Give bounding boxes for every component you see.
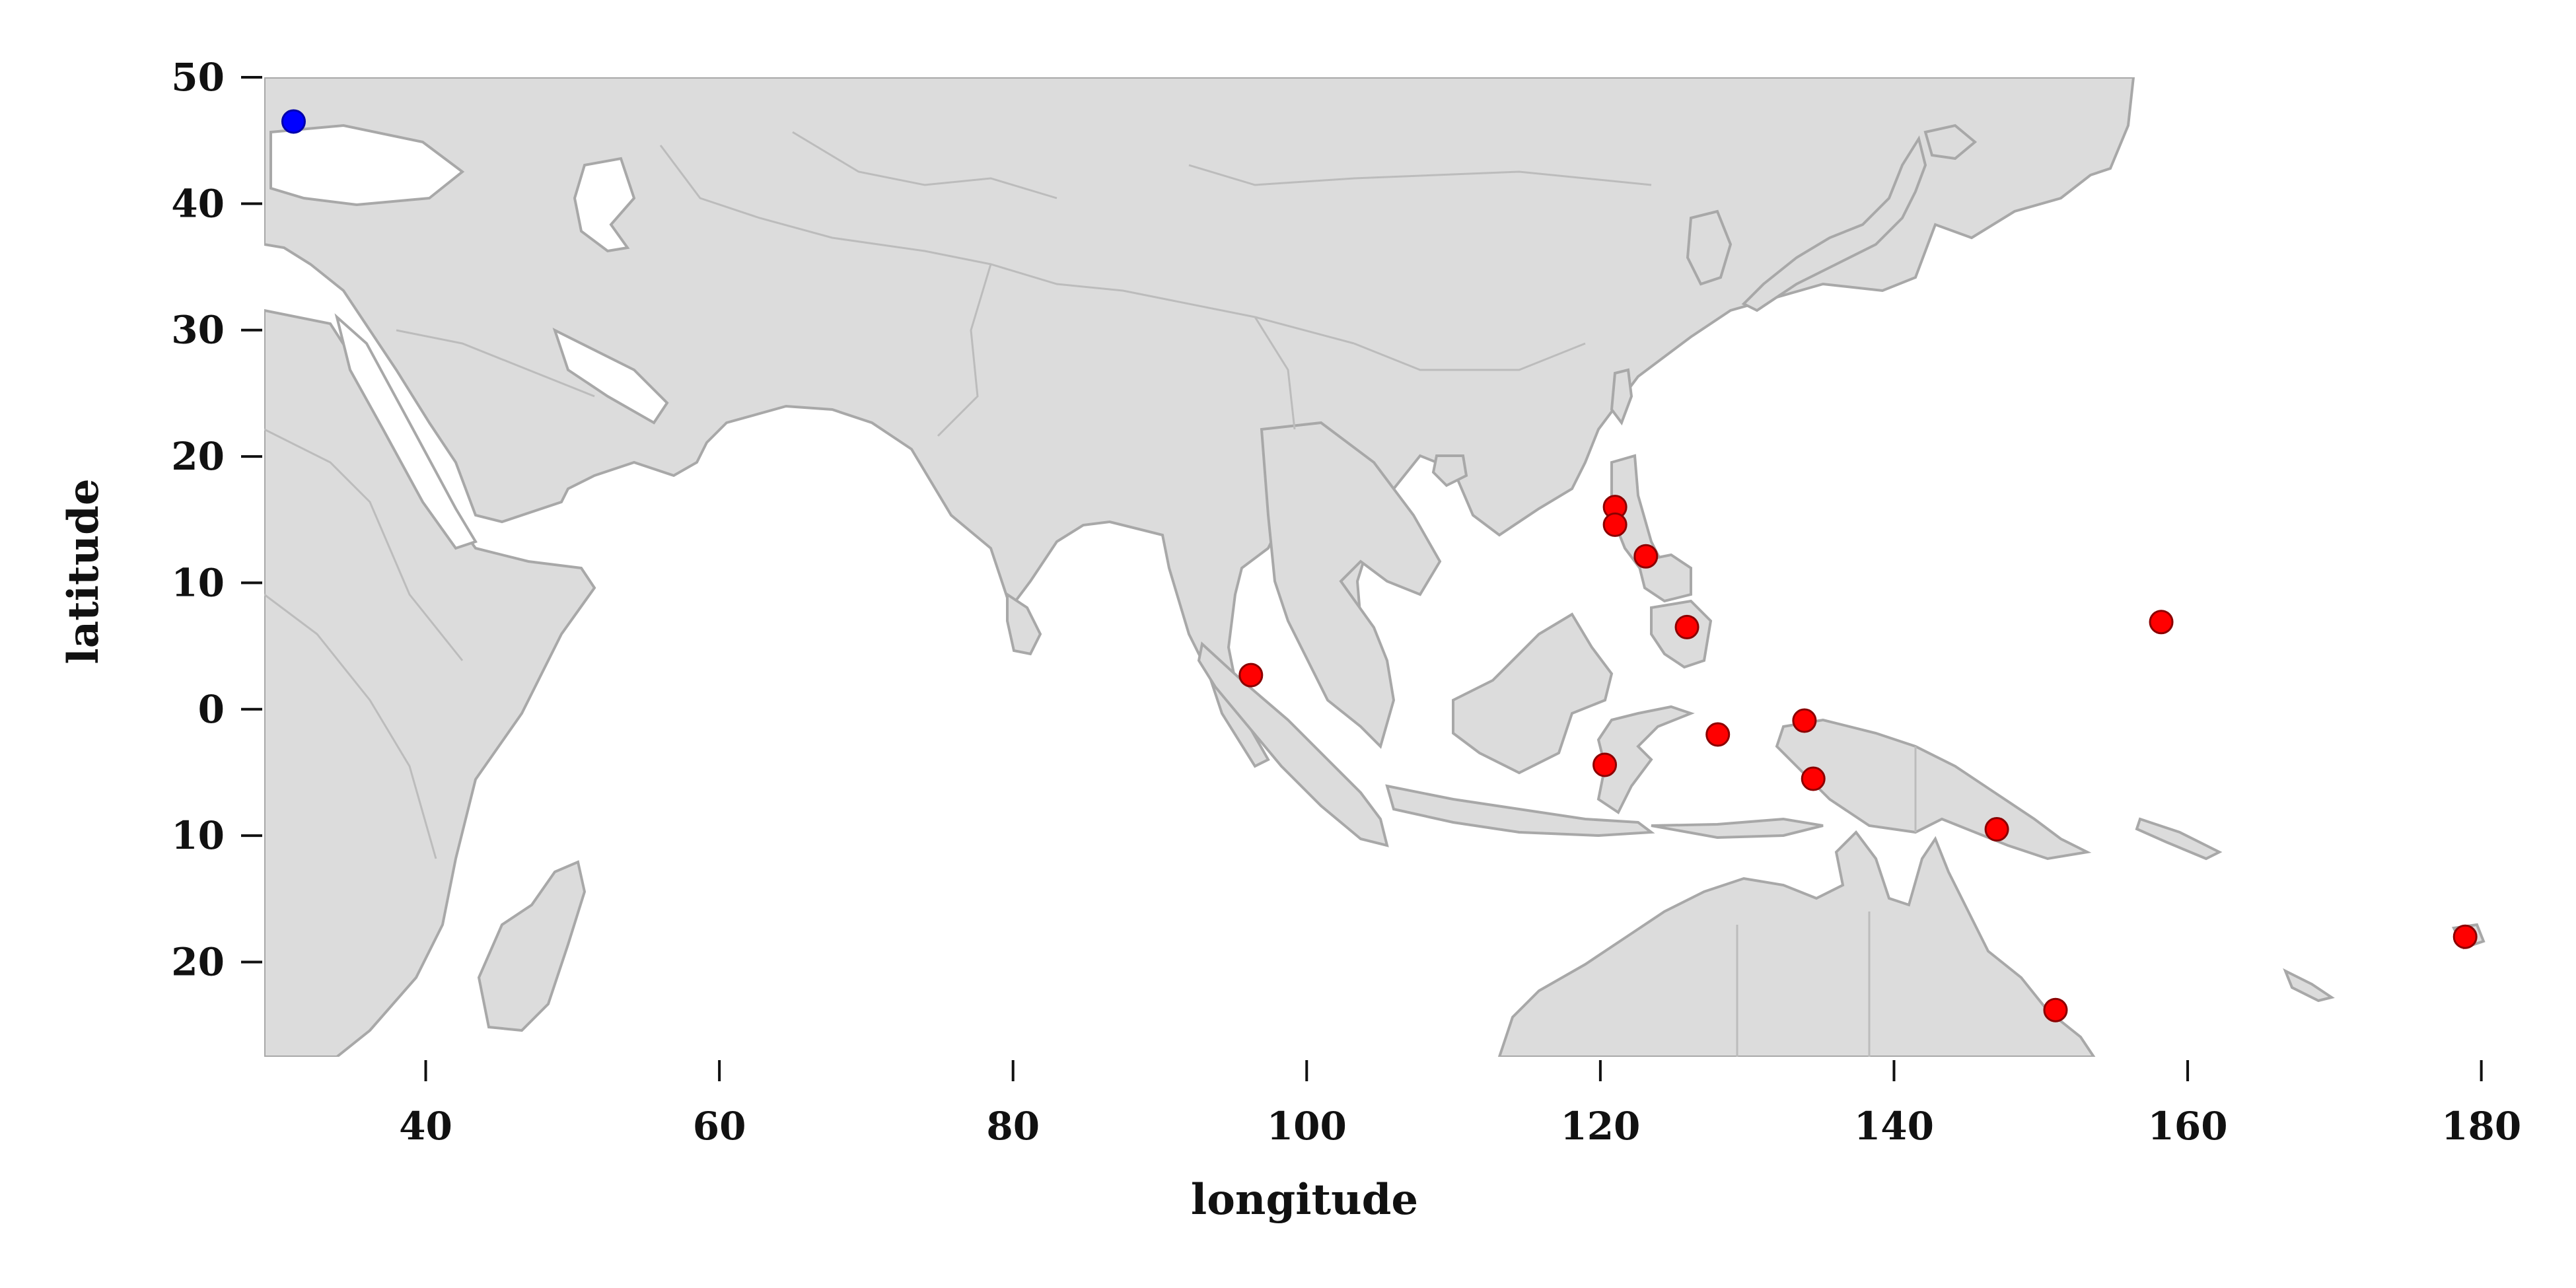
solomon-islands (2137, 819, 2219, 859)
site-point (2044, 999, 2067, 1021)
y-tick-label: 0 (198, 687, 225, 732)
sri-lanka (1007, 594, 1040, 654)
site-point (2150, 611, 2172, 633)
x-tick-label: 60 (693, 1104, 746, 1149)
y-tick-label: 10 (171, 813, 225, 858)
madagascar (479, 862, 585, 1030)
y-tick-label: 10 (171, 560, 225, 605)
y-axis: 50 40 30 20 10 0 10 20 (171, 55, 262, 984)
x-tick-label: 40 (399, 1104, 452, 1149)
y-tick-label: 40 (171, 181, 225, 226)
borneo (1453, 614, 1612, 773)
y-tick-label: 50 (171, 55, 225, 100)
site-point (1986, 818, 2008, 841)
x-tick-label: 160 (2148, 1104, 2228, 1149)
site-point (1635, 545, 1657, 567)
basemap (264, 77, 2484, 1057)
site-point (1676, 616, 1698, 638)
x-tick-label: 140 (1854, 1104, 1934, 1149)
x-tick-label: 100 (1267, 1104, 1347, 1149)
taiwan (1612, 370, 1631, 423)
site-point (2454, 925, 2476, 948)
x-tick-label: 80 (986, 1104, 1040, 1149)
y-tick-label: 30 (171, 308, 225, 353)
new-guinea (1777, 720, 2087, 859)
site-point (1604, 513, 1626, 536)
site-point (1240, 664, 1262, 686)
site-point (1802, 768, 1824, 790)
new-caledonia (2285, 971, 2332, 1001)
site-point (1707, 723, 1729, 746)
x-tick-label: 180 (2441, 1104, 2521, 1149)
x-axis-label: longitude (1191, 1175, 1418, 1225)
y-axis-label: latitude (59, 478, 108, 664)
site-point (1594, 754, 1616, 776)
lesser-sunda (1651, 819, 1823, 838)
x-tick-label: 120 (1560, 1104, 1640, 1149)
x-axis: 40 60 80 100 120 140 160 180 (399, 1060, 2521, 1149)
australia (1499, 832, 2094, 1057)
y-tick-label: 20 (171, 939, 225, 984)
y-tick-label: 20 (171, 434, 225, 479)
site-point (1793, 709, 1816, 732)
highlight-point (282, 110, 304, 133)
